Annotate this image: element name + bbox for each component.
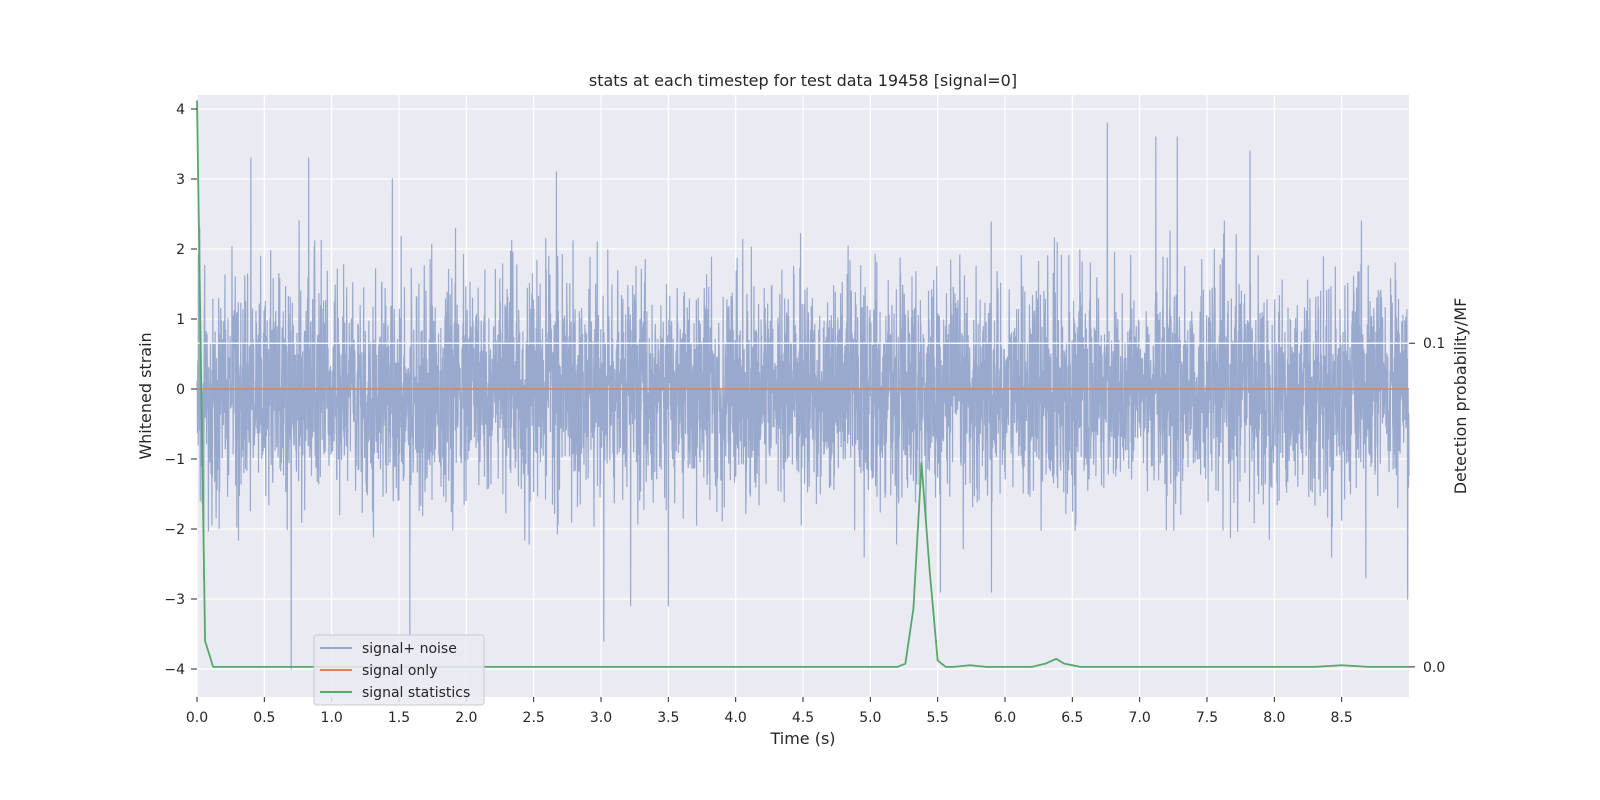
x-axis-label: Time (s) [769, 729, 835, 748]
y-tick-label: 4 [176, 102, 185, 118]
x-tick-label: 3.0 [590, 710, 612, 726]
x-tick-label: 2.5 [523, 710, 545, 726]
x-tick-label: 8.5 [1331, 710, 1353, 726]
y-axis-ticks: 4 3 2 1 0 −1 −2 −3 −4 [164, 102, 197, 678]
y-tick-label: −1 [164, 452, 185, 468]
x-tick-label: 3.5 [657, 710, 679, 726]
y-tick-label: 3 [176, 172, 185, 188]
x-tick-label: 0.0 [186, 710, 208, 726]
x-tick-label: 6.5 [1061, 710, 1083, 726]
x-tick-label: 7.5 [1196, 710, 1218, 726]
x-tick-label: 7.0 [1129, 710, 1151, 726]
y2-axis-ticks: 0.1 0.0 [1409, 336, 1445, 676]
series-line-signal-statistics [196, 100, 1409, 668]
y-tick-label: −2 [164, 522, 185, 538]
series-line-signal-noise [196, 122, 1410, 670]
x-tick-label: 1.5 [388, 710, 410, 726]
x-tick-label: 4.0 [725, 710, 747, 726]
legend-label-signal-noise: signal+ noise [362, 641, 457, 657]
x-tick-label: 8.0 [1263, 710, 1285, 726]
legend-label-signal-only: signal only [362, 663, 437, 679]
y2-tick-label: 0.1 [1423, 336, 1445, 352]
series-layer [196, 100, 1410, 670]
y2-axis-label: Detection probability/MF [1451, 298, 1470, 495]
y-tick-label: −4 [164, 662, 185, 678]
x-tick-label: 6.0 [994, 710, 1016, 726]
x-tick-label: 0.5 [253, 710, 275, 726]
y-tick-label: 1 [176, 312, 185, 328]
y-axis-label: Whitened strain [136, 332, 155, 459]
x-tick-label: 5.0 [859, 710, 881, 726]
y-tick-label: 2 [176, 242, 185, 258]
x-tick-label: 5.5 [927, 710, 949, 726]
y-tick-label: −3 [164, 592, 185, 608]
y-tick-label: 0 [176, 382, 185, 398]
x-tick-label: 1.0 [321, 710, 343, 726]
x-tick-label: 4.5 [792, 710, 814, 726]
legend-box [313, 634, 485, 706]
x-tick-label: 2.0 [455, 710, 477, 726]
legend: signal+ noise signal only signal statistic… [313, 634, 485, 706]
y2-tick-label: 0.0 [1423, 660, 1445, 676]
chart-title: stats at each timestep for test data 194… [589, 71, 1017, 90]
legend-label-signal-statistics: signal statistics [362, 685, 470, 701]
x-axis-ticks: 0.0 0.5 1.0 1.5 2.0 2.5 3.0 3.5 4.0 4.5 5.0 5.5 6.0 6… [186, 697, 1353, 726]
